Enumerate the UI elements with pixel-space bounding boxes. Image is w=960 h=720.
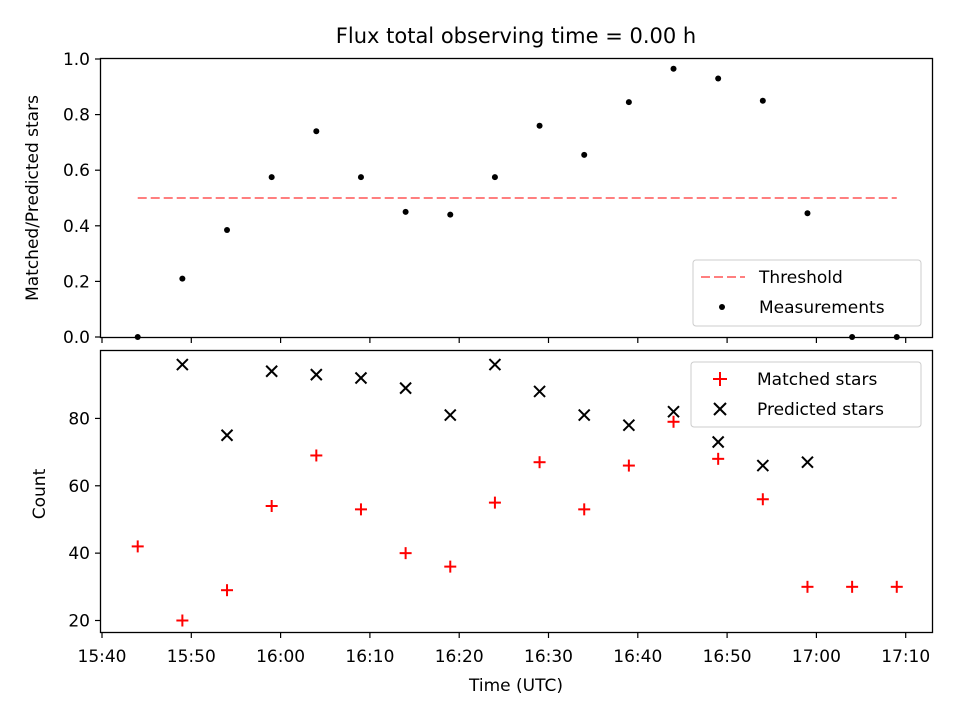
predicted-star-point — [488, 358, 502, 371]
matched-star-point — [667, 415, 680, 428]
top-y-tick-label: 0.8 — [63, 106, 90, 126]
matched-star-point — [846, 580, 859, 593]
matched-star-point — [622, 459, 635, 472]
predicted-star-point — [399, 381, 412, 395]
count-plot-frame — [99, 349, 934, 634]
predicted-star-point — [667, 405, 680, 418]
ratio-panel: Flux total observing time = 0.00 h Match… — [23, 24, 934, 348]
predicted-star-point — [756, 459, 770, 472]
measurement-point — [715, 75, 722, 82]
predicted-star-point — [265, 365, 278, 378]
matched-star-point — [712, 452, 725, 465]
measurement-point — [625, 99, 632, 106]
top-y-tick-label: 0.4 — [63, 217, 90, 237]
count-legend: Matched stars Predicted stars — [690, 361, 922, 428]
predicted-star-point — [220, 429, 234, 442]
ratio-legend: Threshold Measurements — [692, 259, 922, 327]
top-y-axis-label: Matched/Predicted stars — [23, 95, 43, 301]
bottom-y-axis-label: Count — [30, 468, 50, 519]
matched-star-point — [533, 456, 546, 469]
measurement-point — [402, 208, 409, 215]
predicted-star-point — [801, 455, 814, 469]
predicted-star-point — [444, 408, 457, 422]
matched-star-point — [399, 547, 412, 560]
measurement-point — [179, 275, 186, 282]
predicted-star-point — [310, 368, 323, 381]
legend-threshold-label: Threshold — [758, 268, 843, 288]
x-tick-label: 15:40 — [78, 647, 127, 667]
bottom-y-tick-label: 60 — [68, 477, 90, 497]
top-y-tick-label: 0.6 — [63, 161, 90, 181]
matched-star-point — [890, 580, 903, 593]
x-tick-label: 16:30 — [524, 647, 573, 667]
measurement-point — [491, 174, 498, 181]
matched-star-point — [265, 499, 278, 512]
matched-star-point — [488, 496, 501, 509]
legend-frame — [692, 259, 922, 327]
matched-star-point — [444, 560, 457, 573]
measurement-point — [447, 211, 454, 218]
matched-star-point — [578, 503, 591, 516]
top-y-tick-label: 0.0 — [63, 328, 90, 348]
legend-matched-swatch — [713, 372, 727, 386]
legend-measurements-swatch — [719, 304, 725, 310]
x-tick-label: 16:50 — [703, 647, 752, 667]
x-tick-label: 16:10 — [345, 647, 394, 667]
matched-star-point — [221, 584, 234, 597]
x-tick-label: 16:00 — [256, 647, 305, 667]
measurement-point — [313, 128, 320, 135]
x-tick-label: 15:50 — [167, 647, 216, 667]
ratio-plot-frame — [99, 57, 934, 339]
predicted-star-point — [176, 358, 189, 371]
measurement-point — [357, 174, 364, 181]
matched-star-point — [801, 580, 814, 593]
predicted-star-point — [711, 435, 725, 449]
legend-predicted-label: Predicted stars — [757, 400, 884, 420]
legend-frame — [690, 361, 922, 428]
legend-matched-label: Matched stars — [757, 370, 877, 390]
x-tick-label: 16:20 — [435, 647, 484, 667]
measurement-point — [536, 122, 543, 129]
bottom-y-tick-label: 80 — [68, 409, 90, 429]
x-axis-label: Time (UTC) — [468, 676, 563, 696]
measurement-point — [670, 65, 677, 72]
matched-star-point — [756, 493, 769, 506]
top-y-tick-label: 0.2 — [63, 272, 90, 292]
bottom-y-tick-label: 20 — [68, 612, 90, 632]
x-tick-label: 17:10 — [881, 647, 930, 667]
ratio-plot-area: 0.0 0.2 0.4 0.6 0.8 1.0 — [63, 50, 907, 348]
predicted-star-point — [354, 371, 368, 385]
measurement-point — [268, 174, 275, 181]
count-panel: Count Time (UTC) 20 40 60 80 15:40 15:50 16:00… — [30, 349, 934, 696]
matched-star-point — [354, 503, 367, 516]
predicted-star-point — [533, 385, 546, 398]
measurement-point — [804, 210, 811, 217]
predicted-star-point — [578, 408, 591, 422]
count-plot-area: 20 40 60 80 15:40 15:50 16:00 16:10 16:20 16:30 16… — [68, 358, 930, 667]
chart-title: Flux total observing time = 0.00 h — [336, 24, 696, 48]
measurement-point — [581, 151, 588, 158]
x-tick-label: 16:40 — [613, 647, 662, 667]
matched-star-point — [131, 540, 144, 553]
legend-predicted-swatch — [713, 402, 727, 416]
measurement-point — [224, 226, 231, 233]
measurement-point — [759, 97, 766, 104]
predicted-star-point — [622, 418, 636, 432]
matched-star-point — [310, 449, 323, 462]
bottom-y-tick-label: 40 — [68, 544, 90, 564]
x-tick-label: 17:00 — [792, 647, 841, 667]
legend-measurements-label: Measurements — [759, 298, 885, 318]
matched-star-point — [176, 614, 189, 627]
top-y-tick-label: 1.0 — [63, 50, 90, 70]
